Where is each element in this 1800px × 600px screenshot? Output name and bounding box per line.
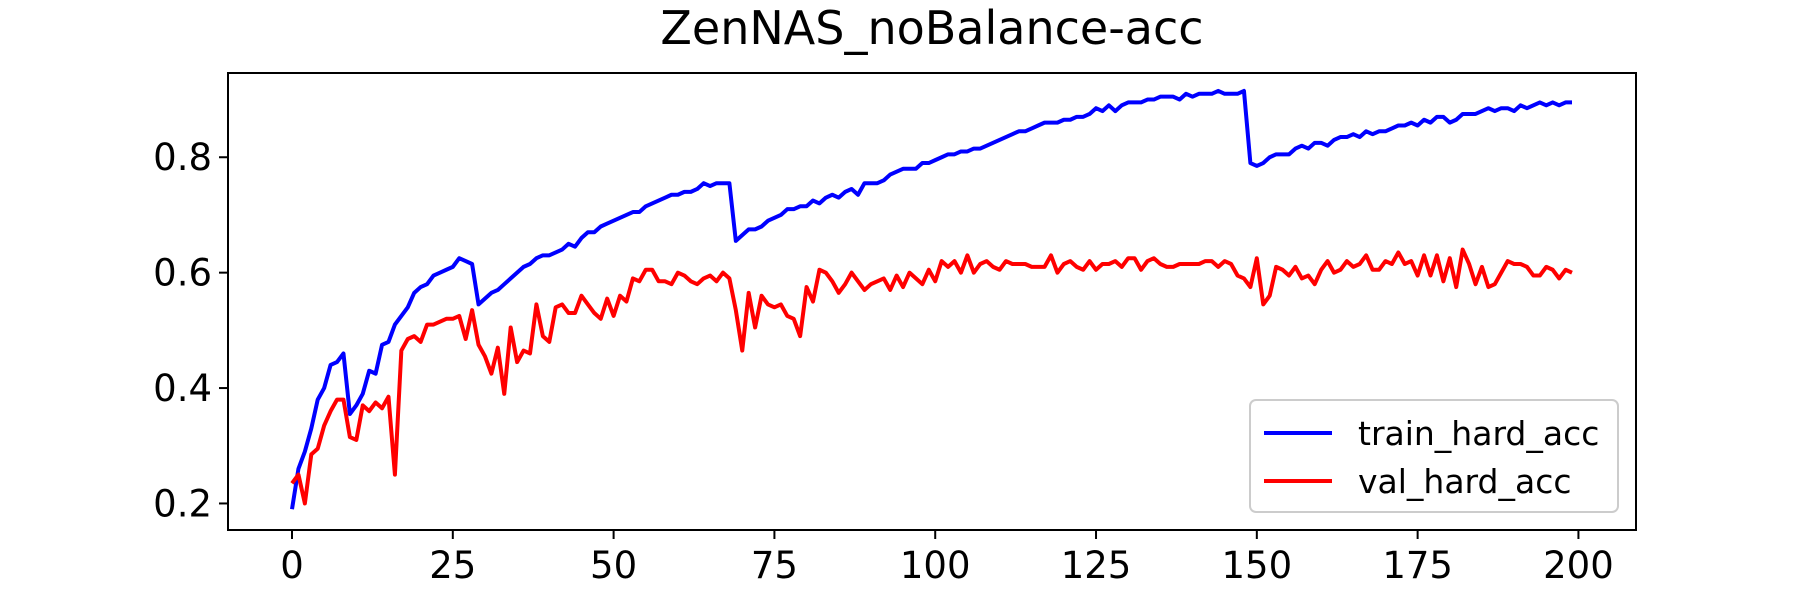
chart-title: ZenNAS_noBalance-acc (660, 1, 1203, 55)
x-tick-label: 0 (280, 544, 304, 587)
y-tick-label: 0.6 (153, 252, 212, 295)
legend: train_hard_acc val_hard_acc (1249, 399, 1619, 513)
x-tick-label: 200 (1543, 544, 1614, 587)
x-tick-label: 75 (751, 544, 798, 587)
legend-label: train_hard_acc (1358, 414, 1599, 453)
y-tick-label: 0.4 (153, 367, 212, 410)
y-tick-label: 0.2 (153, 482, 212, 525)
y-tick-label: 0.8 (153, 136, 212, 179)
legend-label: val_hard_acc (1358, 462, 1572, 501)
plot-frame (227, 72, 1637, 531)
series-line (290, 247, 1573, 506)
x-tick-label: 100 (900, 544, 971, 587)
x-tick-label: 150 (1222, 544, 1293, 587)
x-tick-label: 175 (1382, 544, 1453, 587)
x-tick-label: 125 (1061, 544, 1132, 587)
series-line (290, 88, 1572, 510)
x-tick-label: 25 (429, 544, 476, 587)
x-tick-label: 50 (590, 544, 637, 587)
legend-box (1249, 399, 1619, 513)
